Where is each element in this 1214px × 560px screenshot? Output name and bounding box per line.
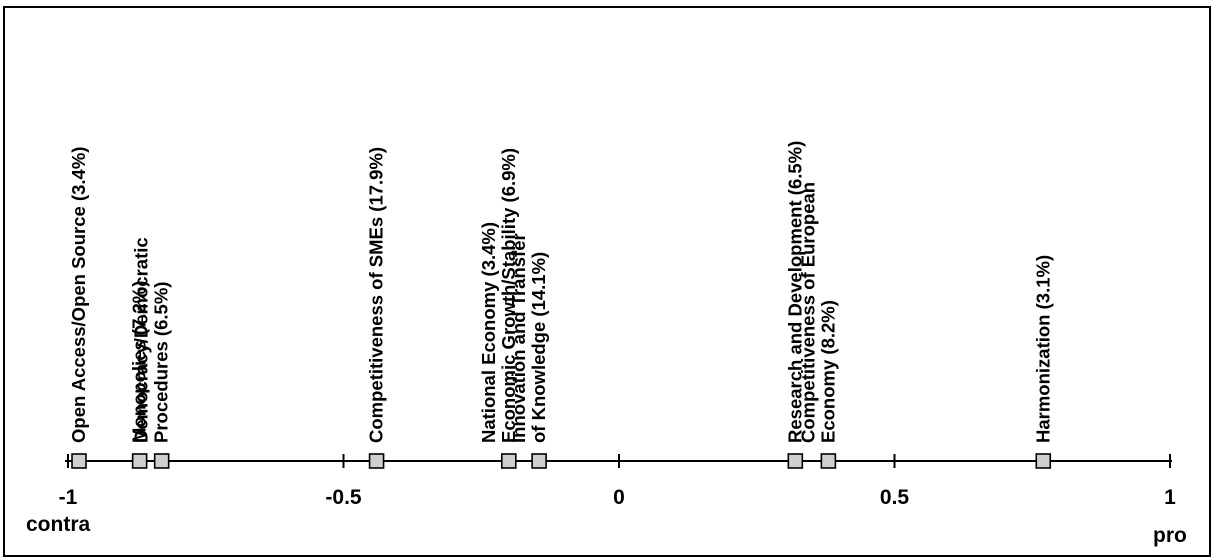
chart-frame	[3, 6, 1211, 557]
data-label-4-line-1: Economic Growth/Stability (6.9%)	[498, 148, 519, 443]
data-label-6-line-0: Research and Development (6.5%)	[784, 141, 805, 443]
axis-end-label-right: pro	[1153, 524, 1187, 547]
data-label-1-line-0: Monopolies (7.2%)	[129, 281, 150, 443]
data-labels: Open Access/Open Source (3.4%) Monopolies…	[68, 141, 1053, 443]
x-axis-ticks: -1 -0.5 0 0.5 1	[59, 454, 1176, 509]
data-label-5-line-0: Innovation and Transfer	[508, 233, 529, 443]
x-tick-label-0: -1	[59, 486, 78, 509]
data-label-7-line-0: Competitiveness of European	[797, 182, 818, 443]
data-point-1	[131, 453, 148, 469]
data-markers	[71, 453, 1052, 469]
data-point-7	[820, 453, 837, 469]
data-label-4-line-0: National Economy (3.4%)	[478, 222, 499, 443]
data-point-0	[71, 453, 87, 469]
x-tick-label-2: 0	[613, 486, 625, 509]
x-tick-label-1: -0.5	[325, 486, 362, 509]
data-label-5-line-1: of Knowledge (14.1%)	[528, 252, 549, 443]
data-point-2	[153, 453, 170, 469]
data-point-6	[787, 453, 804, 469]
data-label-2-line-1: Procedures (6.5%)	[151, 282, 172, 443]
data-point-8	[1035, 453, 1052, 469]
x-tick-label-3: 0.5	[880, 486, 910, 509]
data-point-5	[531, 453, 547, 469]
data-label-7-line-1: Economy (8.2%)	[817, 300, 838, 443]
data-point-3	[368, 453, 385, 469]
x-tick-label-4: 1	[1164, 486, 1176, 509]
data-label-3-line-0: Competitiveness of SMEs (17.9%)	[366, 147, 387, 443]
data-label-8-line-0: Harmonization (3.1%)	[1032, 255, 1053, 443]
axis-end-label-left: contra	[26, 513, 91, 536]
data-label-2-line-0: Democracy/Democratic	[131, 237, 152, 443]
data-label-0-line-0: Open Access/Open Source (3.4%)	[68, 147, 89, 443]
data-point-4	[500, 453, 517, 469]
